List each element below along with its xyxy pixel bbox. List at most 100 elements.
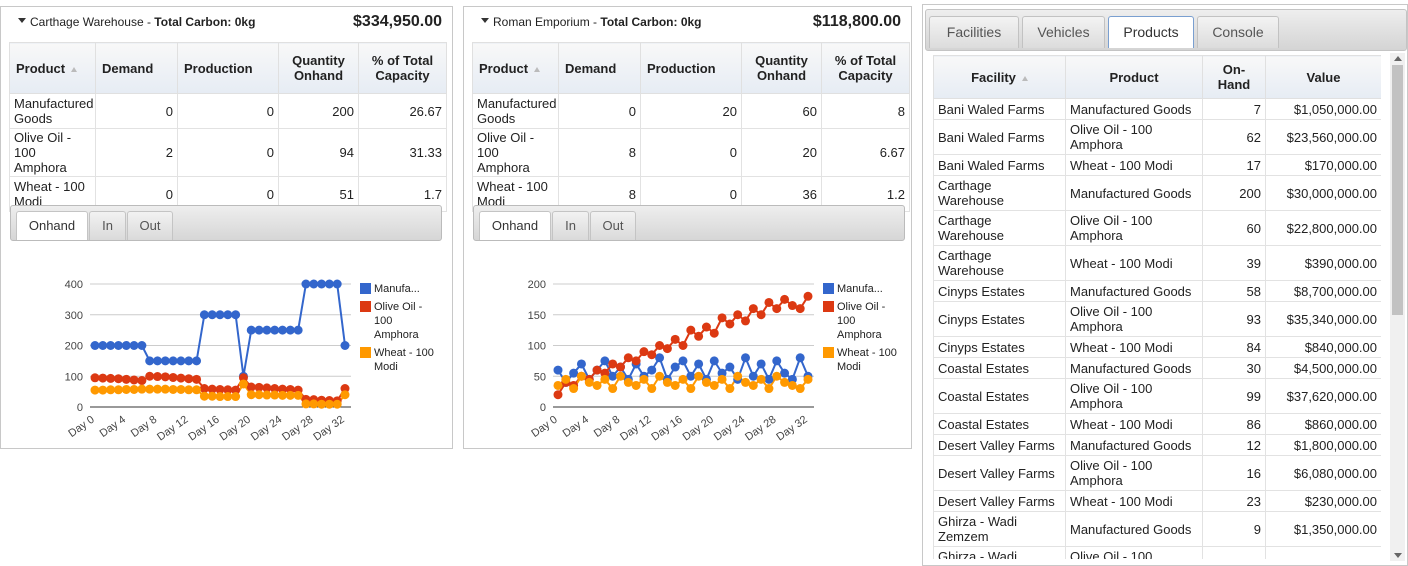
scrollbar[interactable] [1390, 53, 1405, 561]
table-cell: 93 [1202, 301, 1266, 337]
data-point [670, 362, 680, 372]
column-header[interactable]: % of Total Capacity [821, 42, 910, 94]
column-header[interactable]: % of Total Capacity [358, 42, 447, 94]
data-point [262, 325, 272, 335]
data-point [254, 390, 264, 400]
data-point [145, 384, 155, 394]
column-header[interactable]: Value [1265, 55, 1381, 99]
data-point [694, 359, 704, 369]
data-point [748, 304, 758, 314]
x-tick-label: Day 8 [129, 414, 159, 440]
table-cell: Coastal Estates [933, 357, 1066, 379]
table-cell: 20 [640, 93, 742, 129]
column-header[interactable]: Product [472, 42, 559, 94]
total-value: $334,950.00 [353, 13, 442, 30]
legend-swatch [360, 301, 371, 312]
chart-tab[interactable]: In [552, 211, 589, 240]
data-point [340, 384, 350, 394]
data-point [678, 374, 688, 384]
chart-tab[interactable]: Onhand [16, 211, 88, 240]
x-tick-label: Day 28 [280, 414, 315, 444]
x-tick-label: Day 4 [98, 414, 128, 440]
column-header[interactable]: Facility [933, 55, 1066, 99]
column-header[interactable]: Demand [95, 42, 178, 94]
scroll-thumb[interactable] [1392, 65, 1403, 315]
collapse-caret[interactable] [481, 18, 489, 23]
data-point [608, 359, 618, 369]
data-point [725, 362, 735, 372]
table-row: Bani Waled Farms Wheat - 100 Modi 17 $170,0… [933, 154, 1381, 176]
chart-tab[interactable]: Out [127, 211, 173, 240]
table-row: Cinyps Estates Wheat - 100 Modi 84 $840,000… [933, 336, 1381, 358]
table-cell: 12 [1202, 434, 1266, 456]
column-header[interactable]: Demand [558, 42, 641, 94]
data-point [160, 372, 170, 382]
table-cell: Manufactured Goods [1065, 434, 1203, 456]
data-point [741, 377, 750, 387]
table-cell: 17 [1202, 154, 1266, 176]
table-cell: 16 [1202, 455, 1266, 491]
column-header[interactable]: Production [640, 42, 742, 94]
table-cell: 30 [1202, 357, 1266, 379]
table-cell: 38 [1202, 546, 1266, 559]
header-text: Value [1306, 69, 1341, 85]
column-header[interactable]: Quantity Onhand [278, 42, 359, 94]
y-tick-label: 0 [77, 402, 83, 414]
table-cell: 0 [640, 128, 742, 177]
data-point [662, 377, 672, 387]
chart-tabs: Onhand In Out [473, 205, 905, 241]
data-point [748, 380, 758, 390]
table-cell: 86 [1202, 413, 1266, 435]
data-point [772, 356, 782, 366]
facility-name: Roman Emporium - [493, 15, 598, 29]
data-point [106, 385, 116, 395]
table-cell: 0 [95, 93, 178, 129]
chart-tab[interactable]: Onhand [479, 211, 551, 240]
data-point [701, 322, 711, 332]
tab[interactable]: Facilities [929, 16, 1019, 48]
tab[interactable]: Console [1197, 16, 1279, 48]
table-cell: 20 [741, 128, 822, 177]
header-text: % of Total Capacity [834, 53, 897, 83]
data-point [655, 353, 665, 363]
table-cell: Manufactured Goods [1065, 357, 1203, 379]
data-point [340, 341, 350, 350]
table-cell: $22,800,000.00 [1265, 210, 1381, 246]
x-tick-label: Day 24 [712, 414, 747, 444]
column-header[interactable]: Product [1065, 55, 1203, 99]
data-point [317, 279, 327, 289]
data-point [592, 380, 602, 390]
column-header[interactable]: On-Hand [1202, 55, 1266, 99]
table-cell: $35,340,000.00 [1265, 301, 1381, 337]
table-cell: Manufactured Goods [472, 93, 559, 129]
data-point [803, 374, 813, 384]
column-header[interactable]: Product [9, 42, 96, 94]
table-cell: Carthage Warehouse [933, 175, 1066, 211]
collapse-caret[interactable] [18, 18, 26, 23]
column-header[interactable]: Quantity Onhand [741, 42, 822, 94]
chart-tab[interactable]: Out [590, 211, 636, 240]
x-tick-label: Day 0 [529, 414, 559, 440]
data-point [199, 391, 209, 401]
table-row: Manufactured Goods 0 20 60 8 [472, 93, 910, 129]
data-point [717, 313, 727, 323]
data-point [686, 325, 696, 335]
data-point [246, 325, 256, 335]
table-cell: $14,440,000.00 [1265, 546, 1381, 559]
chart-tab[interactable]: In [89, 211, 126, 240]
data-point [270, 325, 280, 335]
table-row: Bani Waled Farms Manufactured Goods 7 $1,05… [933, 98, 1381, 120]
tab[interactable]: Vehicles [1022, 16, 1105, 48]
data-point [756, 359, 766, 369]
legend-item: Olive Oil - 100 Amphora [823, 300, 901, 342]
table-cell: 2 [95, 128, 178, 177]
data-point [176, 373, 186, 383]
data-point [324, 279, 334, 289]
x-tick-label: Day 12 [618, 414, 653, 444]
column-header[interactable]: Production [177, 42, 279, 94]
tab[interactable]: Products [1108, 16, 1194, 48]
legend-swatch [823, 283, 834, 294]
data-point [254, 325, 264, 335]
facility-name: Carthage Warehouse - [30, 15, 151, 29]
data-point [340, 390, 350, 400]
